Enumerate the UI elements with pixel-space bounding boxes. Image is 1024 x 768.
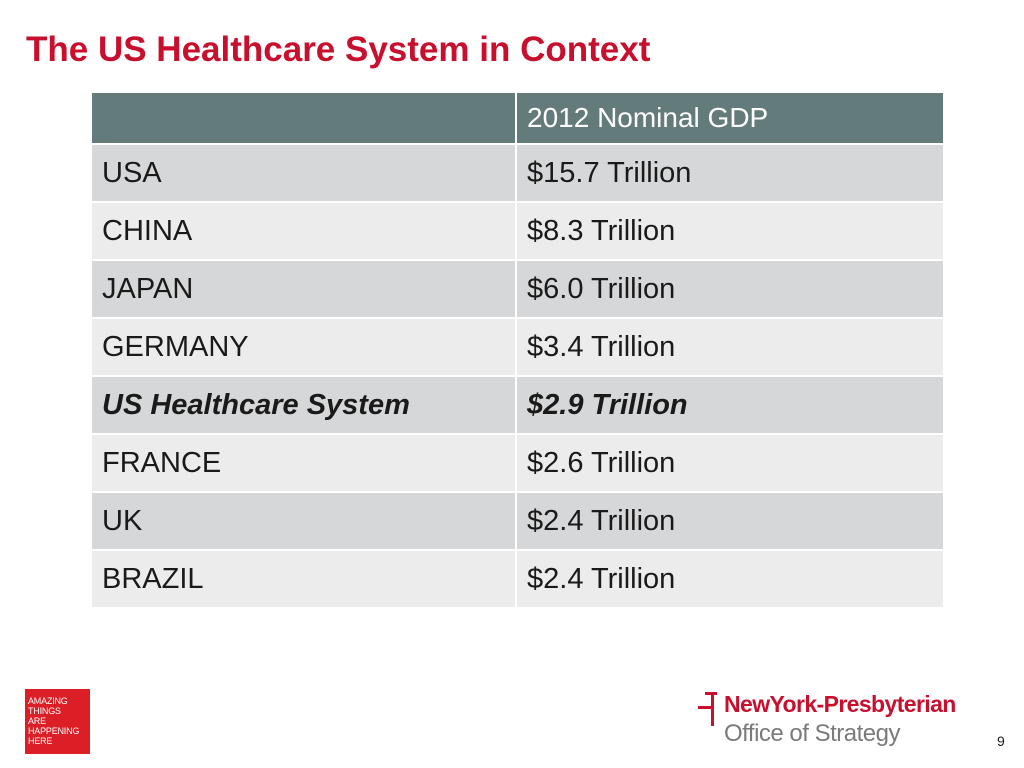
gdp-cell: $2.4 Trillion	[515, 549, 945, 609]
gdp-cell: $3.4 Trillion	[515, 317, 945, 377]
country-cell: FRANCE	[90, 433, 517, 493]
gdp-cell: $8.3 Trillion	[515, 201, 945, 261]
gdp-cell: $15.7 Trillion	[515, 143, 945, 203]
table-row: CHINA $8.3 Trillion	[90, 201, 945, 261]
gdp-cell: $2.4 Trillion	[515, 491, 945, 551]
logo-line: ARE	[28, 716, 46, 726]
header-gdp: 2012 Nominal GDP	[515, 91, 945, 145]
nyp-mark-icon	[698, 692, 717, 726]
country-cell: CHINA	[90, 201, 517, 261]
table-row: JAPAN $6.0 Trillion	[90, 259, 945, 319]
gdp-cell: $2.6 Trillion	[515, 433, 945, 493]
table-row: UK $2.4 Trillion	[90, 491, 945, 551]
table-header-row: 2012 Nominal GDP	[90, 91, 945, 145]
gdp-cell: $2.9 Trillion	[515, 375, 945, 435]
nyp-logo: NewYork-Presbyterian Office of Strategy	[697, 688, 972, 752]
country-cell: BRAZIL	[90, 549, 517, 609]
page-number: 9	[997, 733, 1005, 749]
table-row: BRAZIL $2.4 Trillion	[90, 549, 945, 609]
country-cell: JAPAN	[90, 259, 517, 319]
table-row: GERMANY $3.4 Trillion	[90, 317, 945, 377]
nyp-name: NewYork-Presbyterian	[724, 691, 956, 717]
gdp-cell: $6.0 Trillion	[515, 259, 945, 319]
header-country	[90, 91, 517, 145]
table-row: USA $15.7 Trillion	[90, 143, 945, 203]
logo-line: HERE	[28, 736, 53, 746]
gdp-table: 2012 Nominal GDP USA $15.7 Trillion CHIN…	[90, 91, 945, 609]
country-cell: US Healthcare System	[90, 375, 517, 435]
nyp-department: Office of Strategy	[724, 720, 900, 747]
amazing-things-logo: AMAZING THINGS ARE HAPPENING HERE	[25, 689, 90, 754]
logo-line: THINGS	[28, 706, 61, 716]
country-cell: GERMANY	[90, 317, 517, 377]
logo-line: HAPPENING	[28, 726, 80, 736]
country-cell: USA	[90, 143, 517, 203]
country-cell: UK	[90, 491, 517, 551]
table-row-highlight: US Healthcare System $2.9 Trillion	[90, 375, 945, 435]
table-row: FRANCE $2.6 Trillion	[90, 433, 945, 493]
slide-title: The US Healthcare System in Context	[26, 30, 651, 69]
logo-line: AMAZING	[28, 696, 68, 706]
